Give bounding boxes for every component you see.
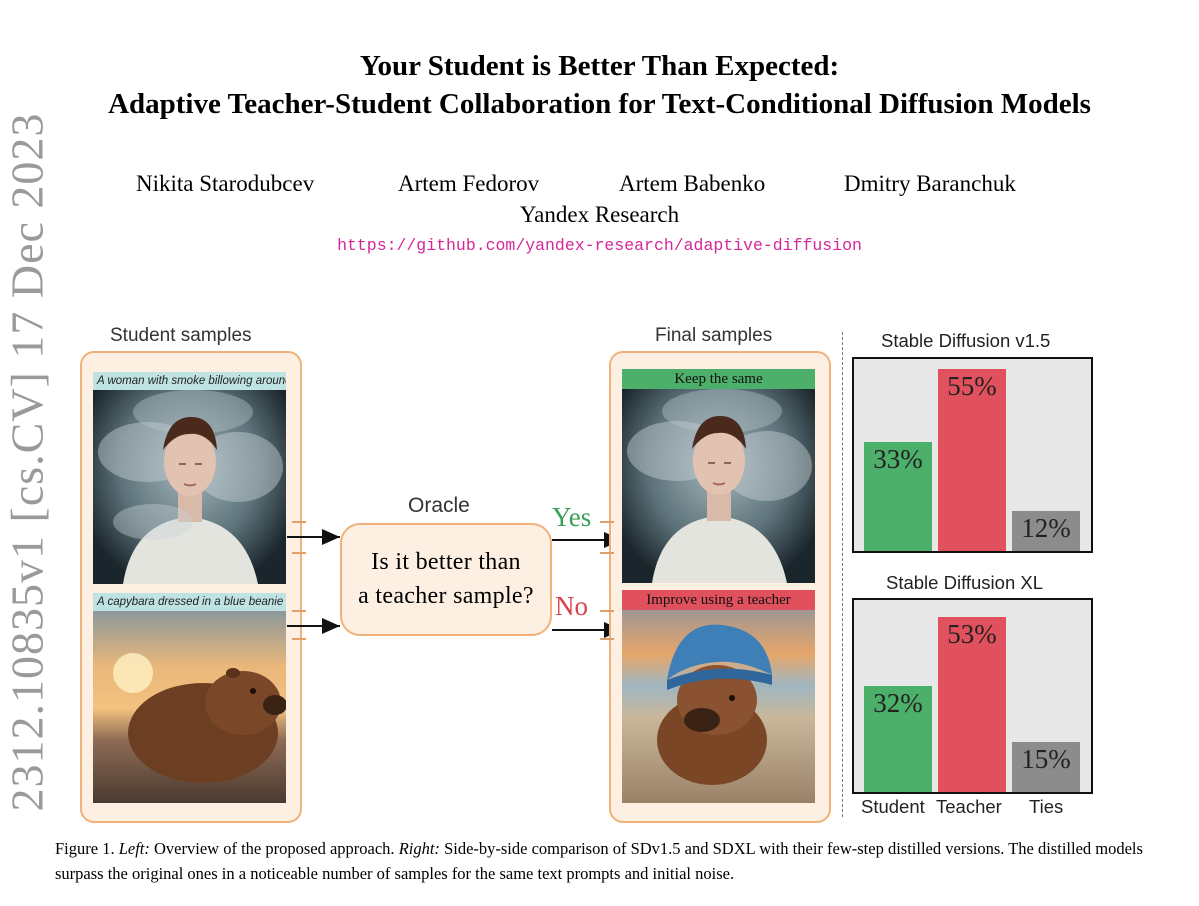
connector-tick xyxy=(600,610,614,612)
connector-tick xyxy=(600,638,614,640)
connector-tick xyxy=(292,638,306,640)
github-link[interactable]: https://github.com/yandex-research/adapt… xyxy=(337,236,862,255)
student-samples-title: Student samples xyxy=(110,325,252,346)
affiliation: Yandex Research xyxy=(519,202,680,227)
chart2-bar-label-ties: 15% xyxy=(1021,744,1071,774)
chart2-bar-student: 32% xyxy=(864,686,932,792)
oracle-box: Is it better than a teacher sample? xyxy=(340,523,552,636)
caption-prefix: Figure 1. xyxy=(55,839,119,858)
final-capybara-image: Improve using a teacher xyxy=(622,590,815,803)
author-2: Artem Fedorov xyxy=(398,171,540,196)
connector-tick xyxy=(292,552,306,554)
chart2-bar-teacher: 53% xyxy=(938,617,1006,792)
chart1-bar-teacher: 55% xyxy=(938,369,1006,551)
oracle-question-line2: a teacher sample? xyxy=(358,583,534,609)
figure-caption: Figure 1. Left: Overview of the proposed… xyxy=(55,836,1145,886)
author-3: Artem Babenko xyxy=(619,171,766,196)
connector-tick xyxy=(292,521,306,523)
paper-title-line1: Your Student is Better Than Expected: xyxy=(359,50,840,82)
x-label-student: Student xyxy=(861,796,925,817)
capybara-beanie-picture xyxy=(622,590,815,803)
chart2-title: Stable Diffusion XL xyxy=(886,572,1044,593)
chart1-bar-label-ties: 12% xyxy=(1021,513,1071,543)
woman-smoke-picture xyxy=(93,372,286,584)
improve-tag: Improve using a teacher xyxy=(622,590,815,610)
paper-title-line2: Adaptive Teacher-Student Collaboration f… xyxy=(108,88,1091,120)
prompt-woman: A woman with smoke billowing around xyxy=(93,372,286,390)
final-woman-image: Keep the same xyxy=(622,369,815,583)
capybara-picture xyxy=(93,593,286,803)
student-capybara-image: A capybara dressed in a blue beanie xyxy=(93,593,286,803)
no-label: No xyxy=(555,591,588,621)
x-label-teacher: Teacher xyxy=(936,796,1002,817)
chart1-bar-ties: 12% xyxy=(1012,511,1080,551)
chart1-title: Stable Diffusion v1.5 xyxy=(881,330,1051,351)
chart1-bar-label-student: 33% xyxy=(873,444,923,474)
caption-right-label: Right: xyxy=(398,839,440,858)
final-samples-title: Final samples xyxy=(655,325,773,346)
student-woman-image: A woman with smoke billowing around xyxy=(93,372,286,584)
author-1: Nikita Starodubcev xyxy=(136,171,315,196)
connector-tick xyxy=(600,552,614,554)
chart1-bar-student: 33% xyxy=(864,442,932,551)
oracle-label: Oracle xyxy=(408,494,470,517)
figure-divider xyxy=(842,332,843,817)
chart1-bar-label-teacher: 55% xyxy=(947,371,997,401)
caption-left-text: Overview of the proposed approach. xyxy=(149,839,399,858)
connector-tick xyxy=(292,610,306,612)
caption-left-label: Left: xyxy=(118,839,150,858)
caption-right-text: Side-by-side comparison of SDv1.5 and SD… xyxy=(55,839,1143,883)
yes-label: Yes xyxy=(552,502,592,532)
x-label-ties: Ties xyxy=(1029,796,1064,817)
chart2-bar-label-teacher: 53% xyxy=(947,619,997,649)
oracle-question-line1: Is it better than xyxy=(371,549,521,575)
prompt-capybara: A capybara dressed in a blue beanie xyxy=(93,593,286,611)
chart2-bar-label-student: 32% xyxy=(873,688,923,718)
woman-smoke-picture xyxy=(622,369,815,583)
connector-tick xyxy=(600,521,614,523)
chart2-bar-ties: 15% xyxy=(1012,742,1080,792)
author-4: Dmitry Baranchuk xyxy=(844,171,1016,196)
keep-tag: Keep the same xyxy=(622,369,815,389)
